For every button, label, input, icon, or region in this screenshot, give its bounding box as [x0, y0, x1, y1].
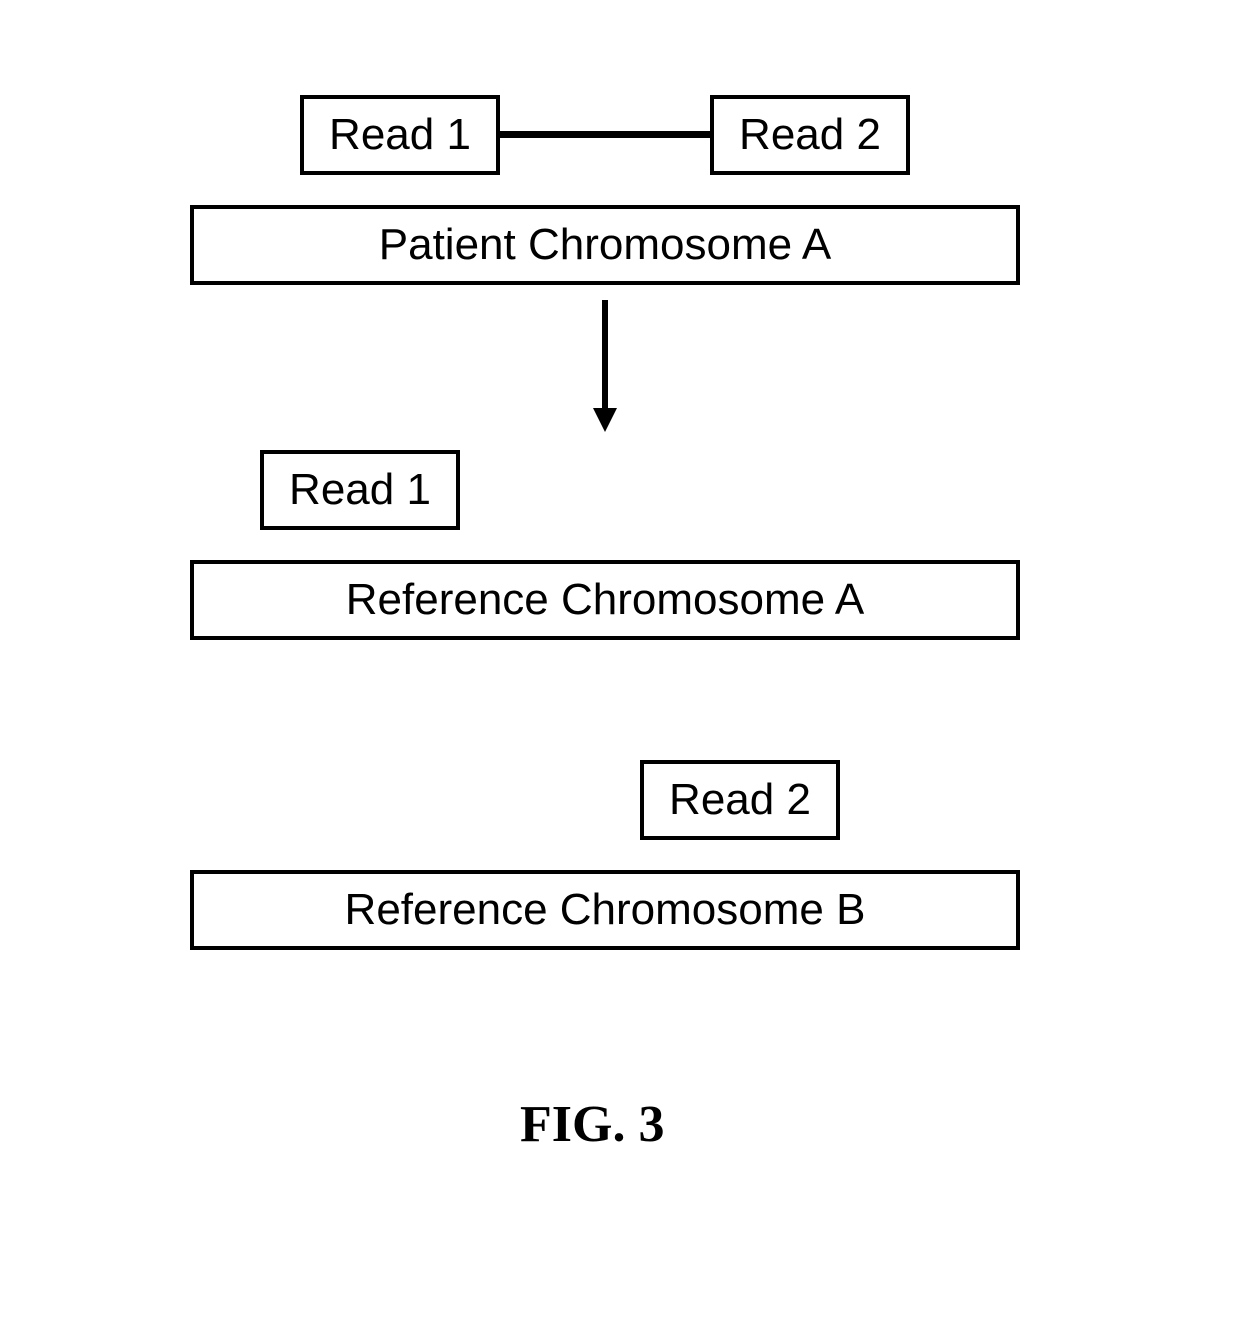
read-2-top-box: Read 2 [710, 95, 910, 175]
patient-chromosome-a-box: Patient Chromosome A [190, 205, 1020, 285]
figure-caption: FIG. 3 [520, 1095, 664, 1154]
read-2-low-box: Read 2 [640, 760, 840, 840]
read-1-top-box: Read 1 [300, 95, 500, 175]
reference-chromosome-a-box: Reference Chromosome A [190, 560, 1020, 640]
read-1-mid-label: Read 1 [289, 465, 431, 515]
arrow-down-line [602, 300, 608, 410]
read-1-mid-box: Read 1 [260, 450, 460, 530]
figure-caption-text: FIG. 3 [520, 1096, 664, 1153]
read-1-top-label: Read 1 [329, 110, 471, 160]
read-2-low-label: Read 2 [669, 775, 811, 825]
read-2-top-label: Read 2 [739, 110, 881, 160]
reference-chromosome-b-box: Reference Chromosome B [190, 870, 1020, 950]
diagram-canvas: Read 1 Read 2 Patient Chromosome A Read … [0, 0, 1240, 1344]
patient-chromosome-a-label: Patient Chromosome A [379, 220, 831, 270]
reference-chromosome-b-label: Reference Chromosome B [345, 885, 866, 935]
reference-chromosome-a-label: Reference Chromosome A [346, 575, 864, 625]
arrow-down-head-icon [593, 408, 617, 432]
read-pair-connector [500, 131, 710, 138]
